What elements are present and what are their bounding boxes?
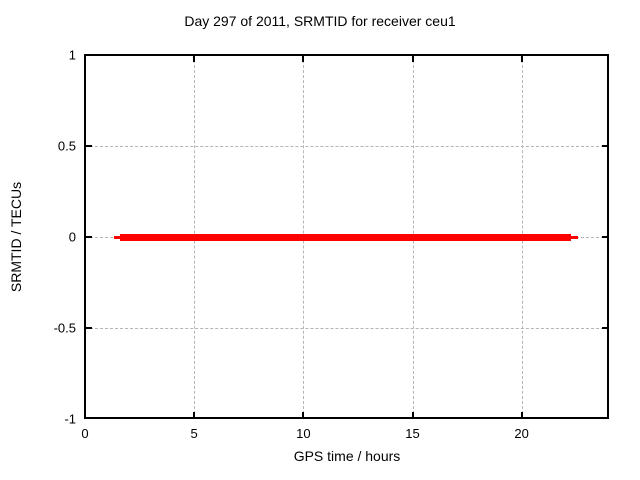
- y-tick-label-0: 0: [68, 229, 76, 245]
- gridline-y-0.5: [85, 146, 609, 147]
- data-line-segment-thin-right: [570, 235, 579, 239]
- x-tick-bottom-20: [520, 412, 523, 419]
- y-tick-right-0.5: [602, 145, 609, 147]
- y-tick-left-0: [85, 236, 92, 238]
- x-tick-label-20: 20: [514, 426, 529, 441]
- chart-title: Day 297 of 2011, SRMTID for receiver ceu…: [184, 13, 456, 29]
- x-tick-top-10: [302, 55, 305, 62]
- gridline-y--0.5: [85, 328, 609, 329]
- x-tick-bottom-5: [193, 412, 196, 419]
- x-axis-label: GPS time / hours: [293, 448, 401, 464]
- data-line-segment-thick: [119, 233, 571, 241]
- y-tick-label--0.5: -0.5: [53, 320, 76, 336]
- data-line-segment-thin-left: [114, 235, 120, 239]
- y-tick-left-0.5: [85, 145, 92, 147]
- x-tick-bottom-15: [411, 412, 414, 419]
- x-tick-top-20: [520, 55, 523, 62]
- y-tick-right--0.5: [602, 327, 609, 329]
- y-tick-label--1: -1: [64, 411, 76, 427]
- x-tick-label-5: 5: [190, 426, 198, 441]
- y-tick-right-0: [602, 236, 609, 238]
- x-tick-label-10: 10: [296, 426, 311, 441]
- x-tick-top-5: [193, 55, 196, 62]
- x-tick-label-0: 0: [81, 426, 89, 441]
- y-tick-left--0.5: [85, 327, 92, 329]
- y-tick-label-1: 1: [68, 47, 76, 63]
- x-tick-top-15: [411, 55, 414, 62]
- y-axis-label: SRMTID / TECUs: [8, 181, 24, 293]
- x-tick-bottom-10: [302, 412, 305, 419]
- x-tick-label-15: 15: [405, 426, 420, 441]
- y-tick-label-0.5: 0.5: [57, 138, 76, 154]
